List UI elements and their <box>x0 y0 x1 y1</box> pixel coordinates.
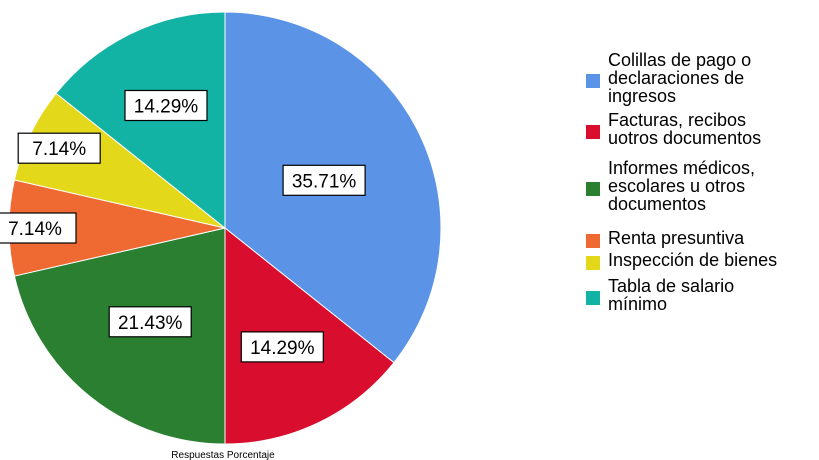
slice-data-label: 35.71% <box>282 164 366 196</box>
data-label-box <box>124 89 208 122</box>
data-label-box <box>0 212 77 244</box>
legend-label-line: Renta presuntiva <box>608 228 745 248</box>
legend-label-line: Facturas, recibos <box>608 110 746 130</box>
data-label-text: 7.14% <box>32 139 86 160</box>
legend-label-line: mínimo <box>608 294 667 314</box>
legend-swatch <box>586 291 600 305</box>
chart-caption: Respuestas Porcentaje <box>171 450 275 460</box>
legend-swatch <box>586 125 600 139</box>
slice-data-label: 21.43% <box>108 306 192 338</box>
legend-label-line: declaraciones de <box>608 68 744 88</box>
data-label-box <box>282 164 366 196</box>
slice-data-label: 14.29% <box>124 89 208 122</box>
legend-swatch <box>586 234 600 248</box>
data-label-text: 35.71% <box>292 171 357 192</box>
slice-data-label: 14.29% <box>240 331 324 363</box>
legend-item: Informes médicos,escolares u otrosdocume… <box>586 158 755 214</box>
legend-item: Inspección de bienes <box>586 250 777 270</box>
legend-label-line: Informes médicos, <box>608 158 755 178</box>
data-label-text: 14.29% <box>250 338 315 359</box>
data-label-text: 14.29% <box>134 97 199 118</box>
legend-label-line: Inspección de bienes <box>608 250 777 270</box>
legend-label-line: ingresos <box>608 86 676 106</box>
slice-data-label: 7.14% <box>0 212 77 244</box>
legend-label-line: escolares u otros <box>608 176 745 196</box>
legend-label-line: Tabla de salario <box>608 276 734 296</box>
data-label-box <box>240 331 324 363</box>
slice-data-label: 7.14% <box>17 132 101 164</box>
legend-swatch <box>586 256 600 270</box>
data-label-text: 7.14% <box>8 219 62 240</box>
legend-swatch <box>586 182 600 196</box>
legend-item: Renta presuntiva <box>586 228 745 248</box>
data-label-box <box>17 132 101 164</box>
data-label-box <box>108 306 192 338</box>
legend-label-line: Colillas de pago o <box>608 50 751 70</box>
legend-swatch <box>586 74 600 88</box>
legend-label-line: documentos <box>608 194 706 214</box>
legend-label-line: uotros documentos <box>608 128 761 148</box>
data-label-text: 21.43% <box>118 313 183 334</box>
pie-data-labels: 35.71% 14.29% 21.43% 7.14% 7.14% 14.29% <box>0 89 366 363</box>
